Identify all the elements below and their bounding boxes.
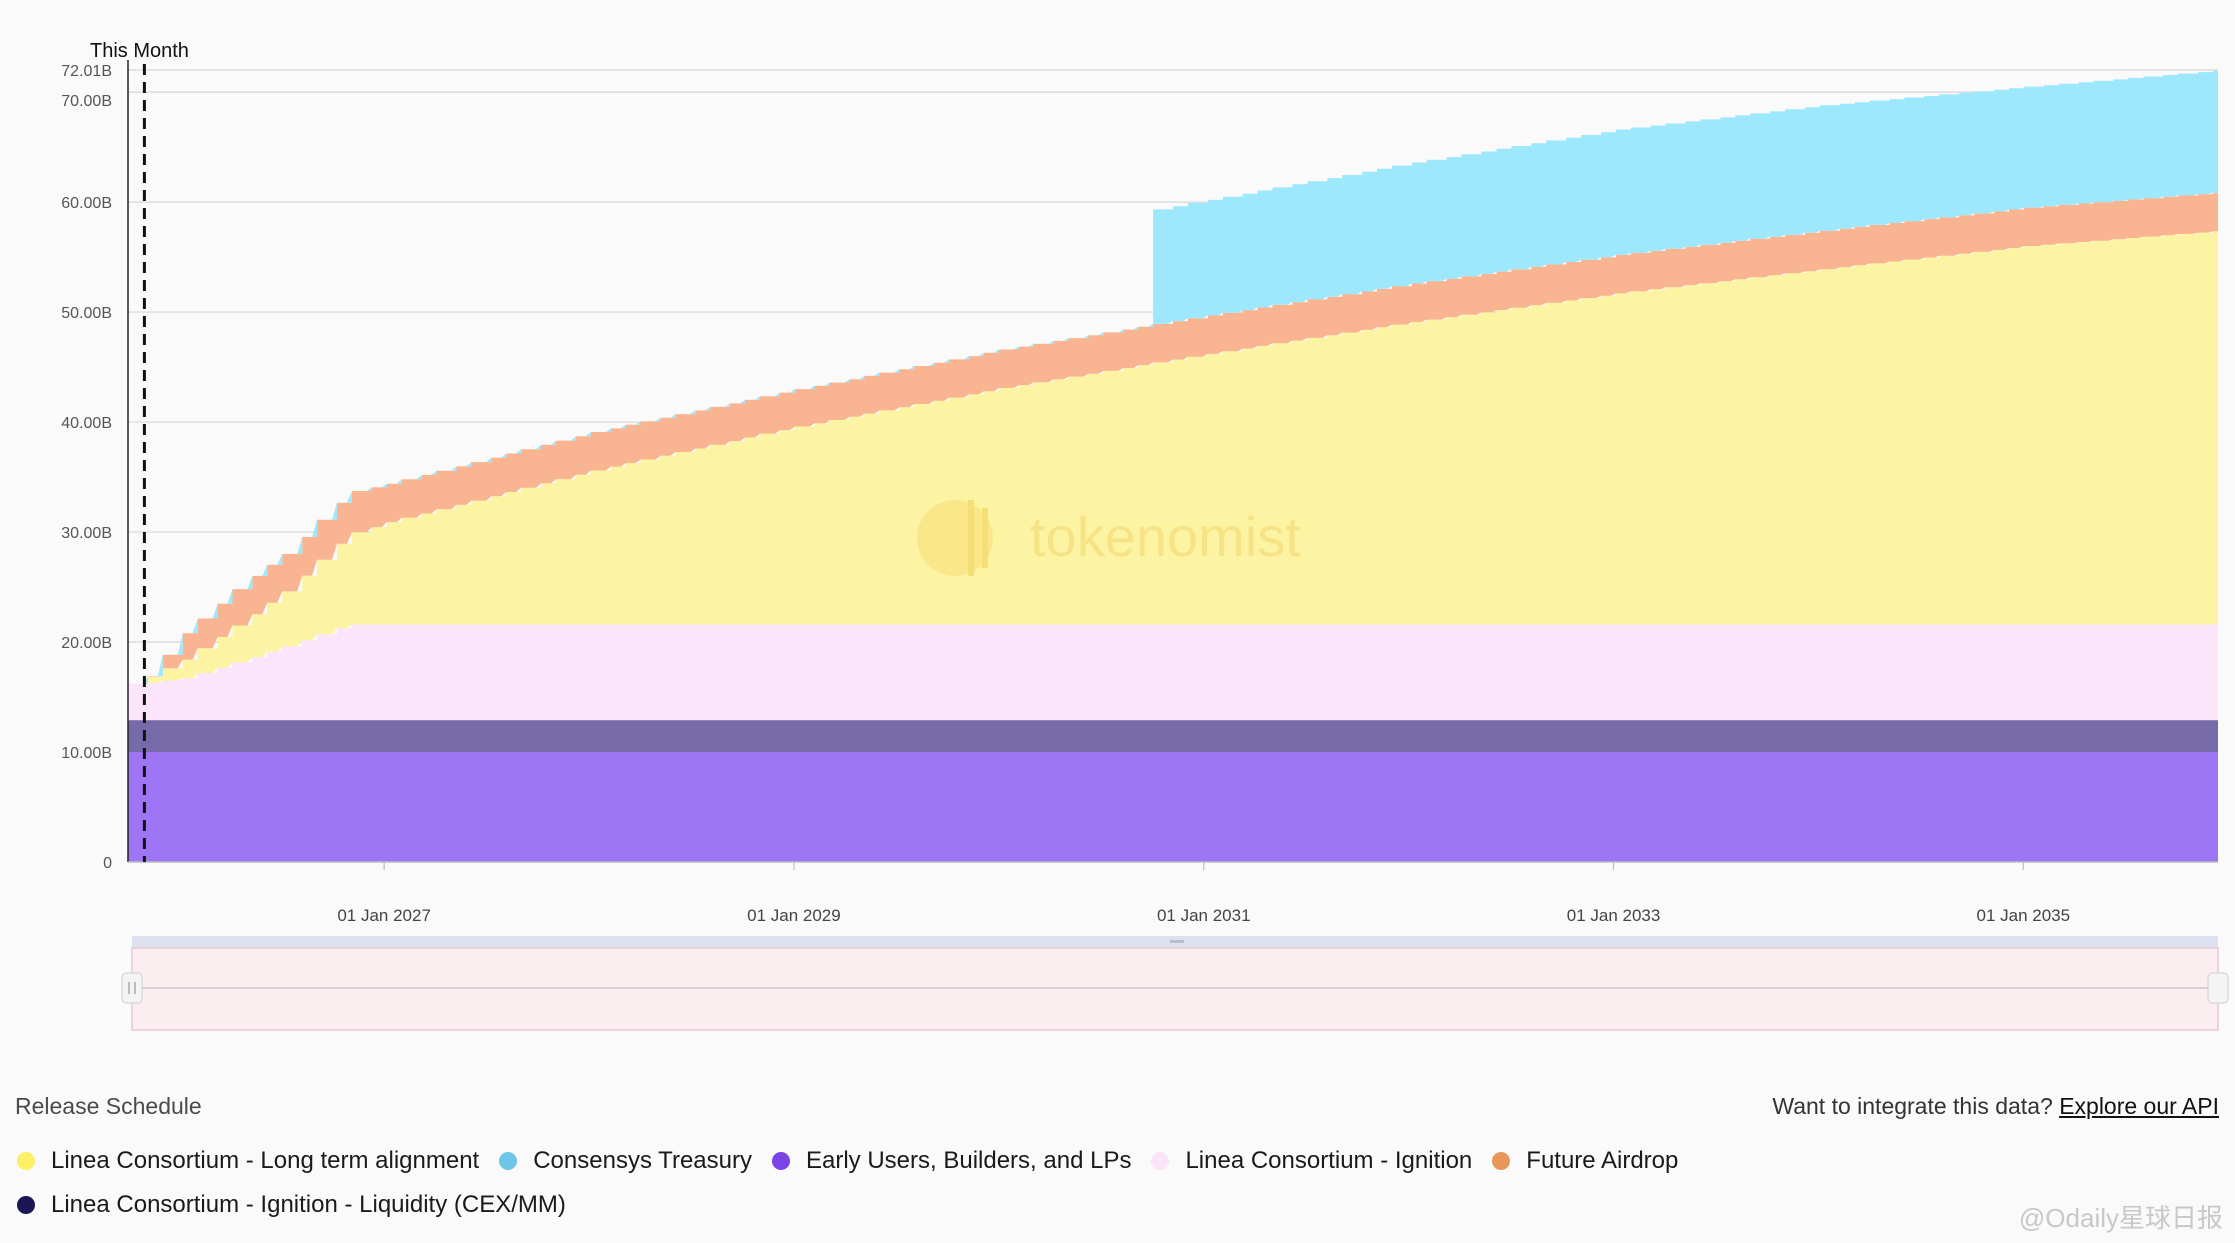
area-series-1 [128,720,2218,752]
corner-watermark: @Odaily星球日报 [2018,1203,2223,1233]
watermark-logo: tokenomist [917,500,1301,576]
y-axis-ticks: 0 10.00B 20.00B 30.00B 40.00B 50.00B 60.00B 70.… [61,63,112,872]
legend-label: Consensys Treasury [533,1147,752,1174]
y-tick-label: 30.00B [61,525,112,542]
this-month-label: This Month [90,40,189,62]
area-series-5 [128,70,2218,684]
y-tick-label: 40.00B [61,415,112,432]
legend: Linea Consortium - Long term alignment C… [17,1147,1777,1219]
legend-color-dot [1151,1152,1170,1170]
watermark-text: tokenomist [1030,505,1301,568]
y-tick-label: 72.01B [61,63,112,80]
legend-color-dot [499,1152,518,1170]
legend-color-dot [1492,1152,1511,1170]
y-tick-label: 50.00B [61,305,112,322]
legend-item-consensys-treasury[interactable]: Consensys Treasury [499,1147,752,1175]
legend-color-dot [17,1196,35,1214]
legend-item-long-term-alignment[interactable]: Linea Consortium - Long term alignment [17,1147,479,1175]
area-series-2 [128,624,2218,721]
navigator-right-handle[interactable] [2207,972,2229,1004]
x-tick-label: 01 Jan 2031 [1157,906,1251,925]
legend-label: Early Users, Builders, and LPs [805,1147,1132,1174]
area-series-0 [128,752,2218,862]
y-tick-label: 0 [103,855,112,872]
legend-color-dot [17,1152,35,1170]
legend-label: Linea Consortium - Ignition - Liquidity … [51,1191,566,1218]
axes [127,60,2218,863]
area-series-3 [128,231,2218,684]
area-series-4 [128,192,2218,684]
legend-item-ignition-liquidity[interactable]: Linea Consortium - Ignition - Liquidity … [17,1191,1777,1219]
area-series [128,70,2218,862]
legend-label: Linea Consortium - Ignition [1185,1147,1473,1174]
x-tick-label: 01 Jan 2033 [1567,906,1661,925]
release-schedule-title: Release Schedule [15,1093,202,1119]
legend-item-future-airdrop[interactable]: Future Airdrop [1492,1147,1678,1175]
x-tick-label: 01 Jan 2029 [747,906,841,925]
y-tick-label: 70.00B [61,93,112,110]
api-prompt: Want to integrate this data? Explore our… [1772,1093,2219,1120]
x-axis-ticks: 01 Jan 2027 01 Jan 2029 01 Jan 2031 01 Jan … [337,862,2070,925]
x-tick-label: 01 Jan 2027 [337,906,431,925]
y-tick-label: 10.00B [61,745,112,762]
legend-item-early-users[interactable]: Early Users, Builders, and LPs [771,1147,1132,1175]
y-tick-label: 60.00B [61,195,112,212]
navigator-left-handle[interactable] [121,972,143,1004]
y-tick-label: 20.00B [61,635,112,652]
legend-color-dot [771,1152,790,1170]
range-navigator[interactable] [121,936,2229,1031]
api-prompt-text: Want to integrate this data? [1772,1093,2053,1119]
tokenomist-logo-icon [917,500,993,576]
x-tick-label: 01 Jan 2035 [1977,906,2071,925]
legend-item-ignition[interactable]: Linea Consortium - Ignition [1151,1147,1472,1175]
navigator-window[interactable] [131,947,2219,1031]
explore-api-link[interactable]: Explore our API [2059,1093,2219,1119]
legend-label: Future Airdrop [1526,1147,1679,1174]
legend-label: Linea Consortium - Long term alignment [51,1147,480,1174]
current-month-marker: This Month [90,40,189,862]
